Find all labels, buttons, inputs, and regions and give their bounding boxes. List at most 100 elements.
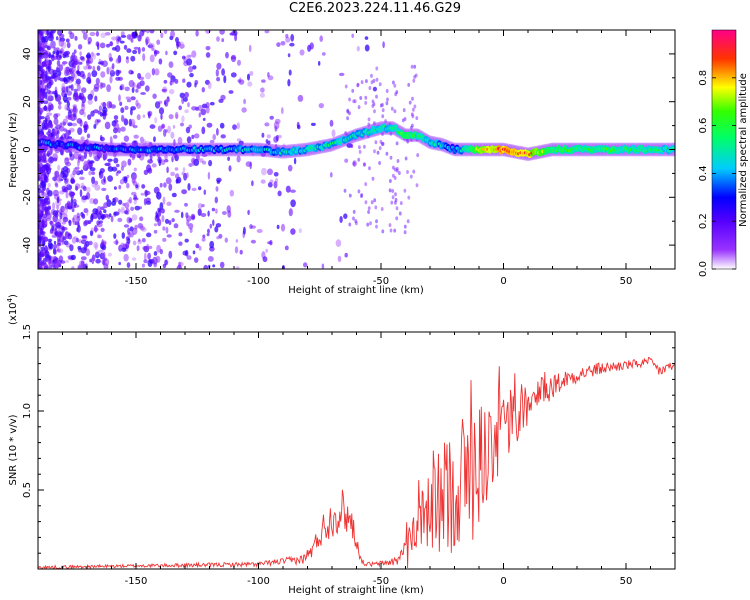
noise-dot: [264, 122, 270, 127]
noise-dot: [85, 54, 91, 59]
noise-dot: [131, 152, 136, 161]
noise-dot: [411, 96, 414, 101]
noise-dot: [260, 87, 265, 93]
noise-dot: [125, 236, 129, 243]
noise-dot: [288, 208, 293, 217]
noise-dot: [120, 107, 125, 114]
noise-dot: [245, 161, 252, 167]
noise-dot: [78, 61, 83, 65]
noise-dot: [109, 70, 116, 77]
noise-dot: [55, 47, 60, 51]
noise-dot: [54, 74, 58, 82]
noise-dot: [96, 119, 101, 123]
noise-dot: [163, 79, 168, 84]
y-tick-label: -20: [22, 189, 33, 205]
noise-dot: [117, 217, 123, 223]
noise-dot: [94, 224, 98, 233]
noise-dot: [69, 191, 76, 197]
noise-dot: [102, 154, 107, 161]
noise-dot: [179, 41, 185, 50]
noise-dot: [101, 252, 105, 258]
noise-dot: [146, 164, 152, 173]
noise-dot: [55, 257, 59, 262]
noise-dot: [372, 78, 376, 83]
noise-dot: [53, 249, 57, 255]
noise-dot: [399, 201, 403, 206]
noise-dot: [141, 238, 146, 243]
noise-dot: [176, 264, 183, 269]
noise-dot: [54, 182, 58, 187]
noise-dot: [77, 159, 80, 167]
noise-dot: [46, 150, 50, 158]
noise-dot: [121, 160, 127, 168]
noise-dot: [84, 125, 89, 130]
noise-dot: [65, 76, 71, 83]
noise-dot: [52, 189, 59, 197]
noise-dot: [318, 103, 324, 109]
noise-dot: [38, 43, 43, 47]
noise-dot: [373, 149, 376, 154]
noise-dot: [90, 110, 95, 117]
noise-dot: [242, 226, 246, 235]
noise-dot: [62, 118, 68, 124]
noise-dot: [105, 194, 110, 201]
noise-dot: [72, 198, 77, 204]
noise-dot: [44, 206, 49, 212]
colorbar-tick-label: 0.6: [698, 118, 709, 134]
noise-dot: [402, 108, 406, 113]
noise-dot: [164, 218, 170, 224]
noise-dot: [296, 121, 300, 129]
noise-dot: [392, 165, 395, 170]
noise-dot: [61, 185, 67, 191]
noise-dot: [66, 106, 70, 111]
noise-dot: [371, 104, 375, 108]
noise-dot: [133, 194, 137, 200]
noise-dot: [117, 208, 121, 214]
noise-dot: [44, 236, 48, 242]
x-tick-label: 0: [500, 276, 506, 287]
noise-dot: [83, 151, 87, 160]
noise-dot: [53, 117, 59, 126]
noise-dot: [43, 35, 49, 43]
noise-dot: [274, 125, 278, 132]
noise-dot: [389, 131, 393, 136]
noise-dot: [261, 132, 265, 138]
noise-dot: [88, 240, 93, 246]
noise-dot: [128, 34, 133, 41]
noise-dot: [172, 125, 176, 129]
noise-dot: [68, 85, 72, 89]
noise-dot: [223, 75, 227, 84]
noise-dot: [209, 223, 212, 229]
noise-dot: [87, 79, 92, 85]
y-tick-label: 0.5: [22, 482, 33, 498]
noise-dot: [179, 92, 185, 99]
noise-dot: [126, 216, 132, 224]
noise-dot: [141, 184, 146, 189]
noise-dot: [104, 258, 110, 266]
noise-dot: [72, 170, 77, 176]
noise-dot: [109, 75, 113, 84]
noise-dot: [148, 245, 153, 250]
noise-dot: [230, 72, 237, 78]
spectrogram-xlabel: Height of straight line (km): [288, 285, 424, 296]
noise-dot: [45, 217, 52, 222]
noise-dot: [171, 218, 175, 223]
noise-dot: [363, 144, 366, 149]
noise-dot: [269, 115, 274, 120]
noise-dot: [153, 229, 158, 234]
noise-dot: [161, 88, 167, 92]
noise-dot: [48, 52, 52, 58]
noise-dot: [79, 51, 82, 56]
noise-dot: [100, 227, 105, 232]
noise-dot: [216, 77, 221, 82]
snr-plot: -150 -100 -50 0 50 0.5 1.0 1.5 Height of strai…: [6, 294, 676, 596]
noise-dot: [126, 182, 130, 189]
noise-dot: [92, 65, 96, 72]
noise-dot: [364, 44, 370, 52]
noise-dot: [74, 183, 81, 190]
noise-dot: [321, 52, 326, 56]
noise-dot: [207, 256, 214, 262]
noise-dot: [38, 119, 41, 126]
noise-dot: [264, 30, 270, 34]
noise-dot: [138, 238, 141, 242]
